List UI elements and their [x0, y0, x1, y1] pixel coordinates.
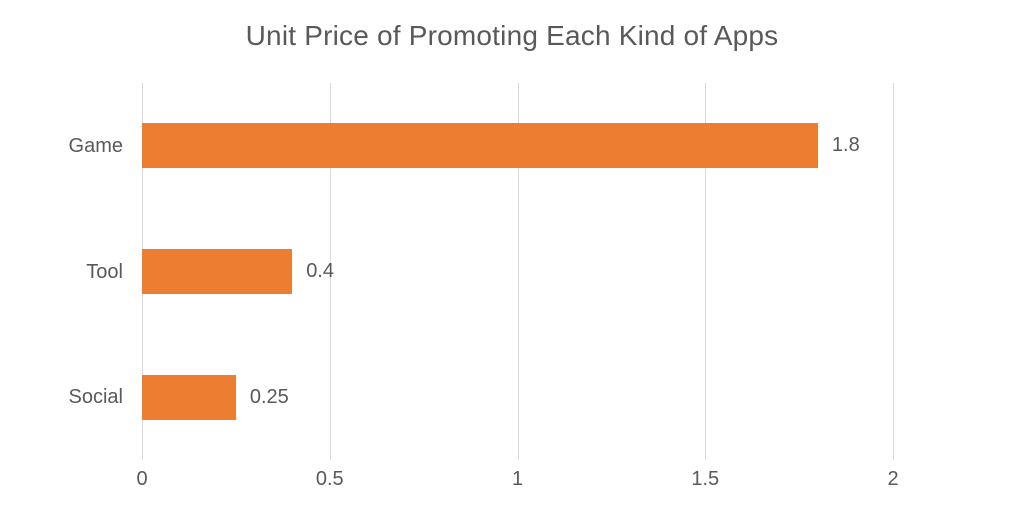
x-tick-label: 0: [136, 468, 148, 490]
chart-title: Unit Price of Promoting Each Kind of App…: [245, 20, 779, 51]
category-label-tool: Tool: [86, 260, 123, 283]
y-axis-category-labels: Game Tool Social: [0, 83, 123, 460]
bar-game: [142, 123, 818, 169]
gridline: [893, 83, 894, 460]
data-label: 0.25: [249, 385, 289, 408]
x-tick-label: 1.5: [691, 468, 720, 490]
gridline: [329, 83, 331, 460]
category-label-game: Game: [68, 134, 123, 157]
bar-social: [142, 374, 236, 420]
plot-area: 1.8 0.4 0.25: [142, 83, 894, 460]
gridline: [705, 83, 707, 460]
gridline: [517, 83, 519, 460]
x-tick-label: 0.5: [315, 468, 344, 490]
category-label-social: Social: [68, 386, 123, 409]
x-tick-label: 2: [887, 468, 899, 490]
data-label: 0.4: [306, 260, 334, 282]
x-tick-label: 1: [511, 468, 524, 490]
x-axis-tick-labels: 0 0.5 1 1.5 2: [136, 468, 898, 498]
bar-tool: [142, 249, 293, 294]
data-label: 1.8: [831, 134, 860, 157]
